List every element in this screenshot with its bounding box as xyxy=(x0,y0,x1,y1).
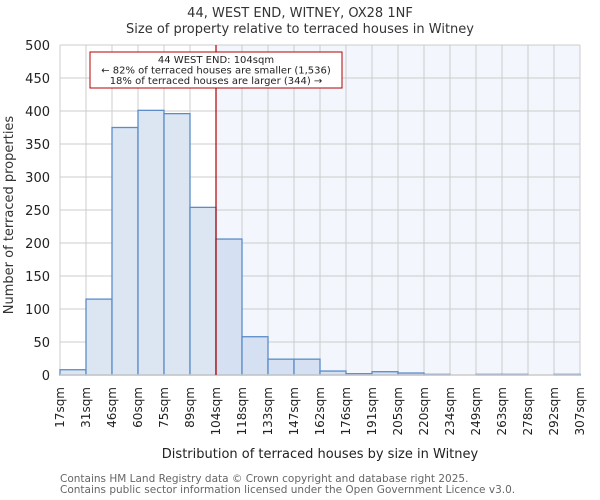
x-tick-label: 162sqm xyxy=(313,387,327,435)
y-tick-label: 100 xyxy=(25,303,50,318)
histogram-bar xyxy=(163,112,191,376)
y-tick-label: 250 xyxy=(25,204,50,219)
chart-title: 44, WEST END, WITNEY, OX28 1NF xyxy=(187,6,413,21)
histogram-bar xyxy=(137,109,165,376)
x-tick-label: 220sqm xyxy=(417,387,431,435)
x-tick-label: 278sqm xyxy=(521,387,535,435)
x-tick-label: 133sqm xyxy=(261,387,275,435)
y-tick-label: 300 xyxy=(25,171,50,186)
histogram-bar xyxy=(59,369,87,376)
x-tick-label: 307sqm xyxy=(573,387,587,435)
x-tick-label: 263sqm xyxy=(495,387,509,435)
x-tick-label: 104sqm xyxy=(209,387,223,435)
y-tick-label: 400 xyxy=(25,105,50,120)
x-tick-label: 147sqm xyxy=(287,387,301,435)
annotation-line-2: ← 82% of terraced houses are smaller (1,… xyxy=(101,66,331,77)
y-tick-label: 450 xyxy=(25,72,50,87)
histogram-bar xyxy=(189,206,217,376)
footer-line-2: Contains public sector information licen… xyxy=(60,484,516,496)
x-tick-label: 249sqm xyxy=(469,387,483,435)
x-tick-label: 292sqm xyxy=(547,387,561,435)
y-tick-label: 50 xyxy=(33,336,50,351)
x-tick-label: 191sqm xyxy=(365,387,379,435)
x-tick-label: 234sqm xyxy=(443,387,457,435)
y-tick-label: 150 xyxy=(25,270,50,285)
y-tick-label: 350 xyxy=(25,138,50,153)
x-tick-label: 176sqm xyxy=(339,387,353,435)
chart-subtitle: Size of property relative to terraced ho… xyxy=(126,22,474,37)
x-tick-label: 46sqm xyxy=(105,387,119,428)
x-axis-title: Distribution of terraced houses by size … xyxy=(162,447,479,462)
histogram-bar xyxy=(215,238,243,376)
x-tick-label: 118sqm xyxy=(235,387,249,435)
histogram-chart: 0 50 100 150 200 250 300 350 400 450 500 44 WEST EN… xyxy=(2,39,587,462)
x-tick-label: 89sqm xyxy=(183,387,197,428)
x-tick-label: 17sqm xyxy=(53,387,67,428)
y-tick-label: 500 xyxy=(25,39,50,54)
annotation-line-3: 18% of terraced houses are larger (344) … xyxy=(110,76,323,87)
histogram-bar xyxy=(111,126,139,376)
annotation-box xyxy=(89,51,343,89)
histogram-bar xyxy=(241,336,269,376)
histogram-bar xyxy=(293,358,321,376)
y-tick-label: 0 xyxy=(42,369,50,384)
x-tick-label: 75sqm xyxy=(157,387,171,428)
annotation-line-1: 44 WEST END: 104sqm xyxy=(158,55,274,66)
histogram-bar xyxy=(267,358,295,376)
histogram-bar xyxy=(85,298,113,376)
footer-line-1: Contains HM Land Registry data © Crown c… xyxy=(60,473,469,485)
x-tick-label: 205sqm xyxy=(391,387,405,435)
x-tick-label: 60sqm xyxy=(131,387,145,428)
x-tick-label: 31sqm xyxy=(79,387,93,428)
y-axis-title: Number of terraced properties xyxy=(2,116,17,315)
y-tick-label: 200 xyxy=(25,237,50,252)
